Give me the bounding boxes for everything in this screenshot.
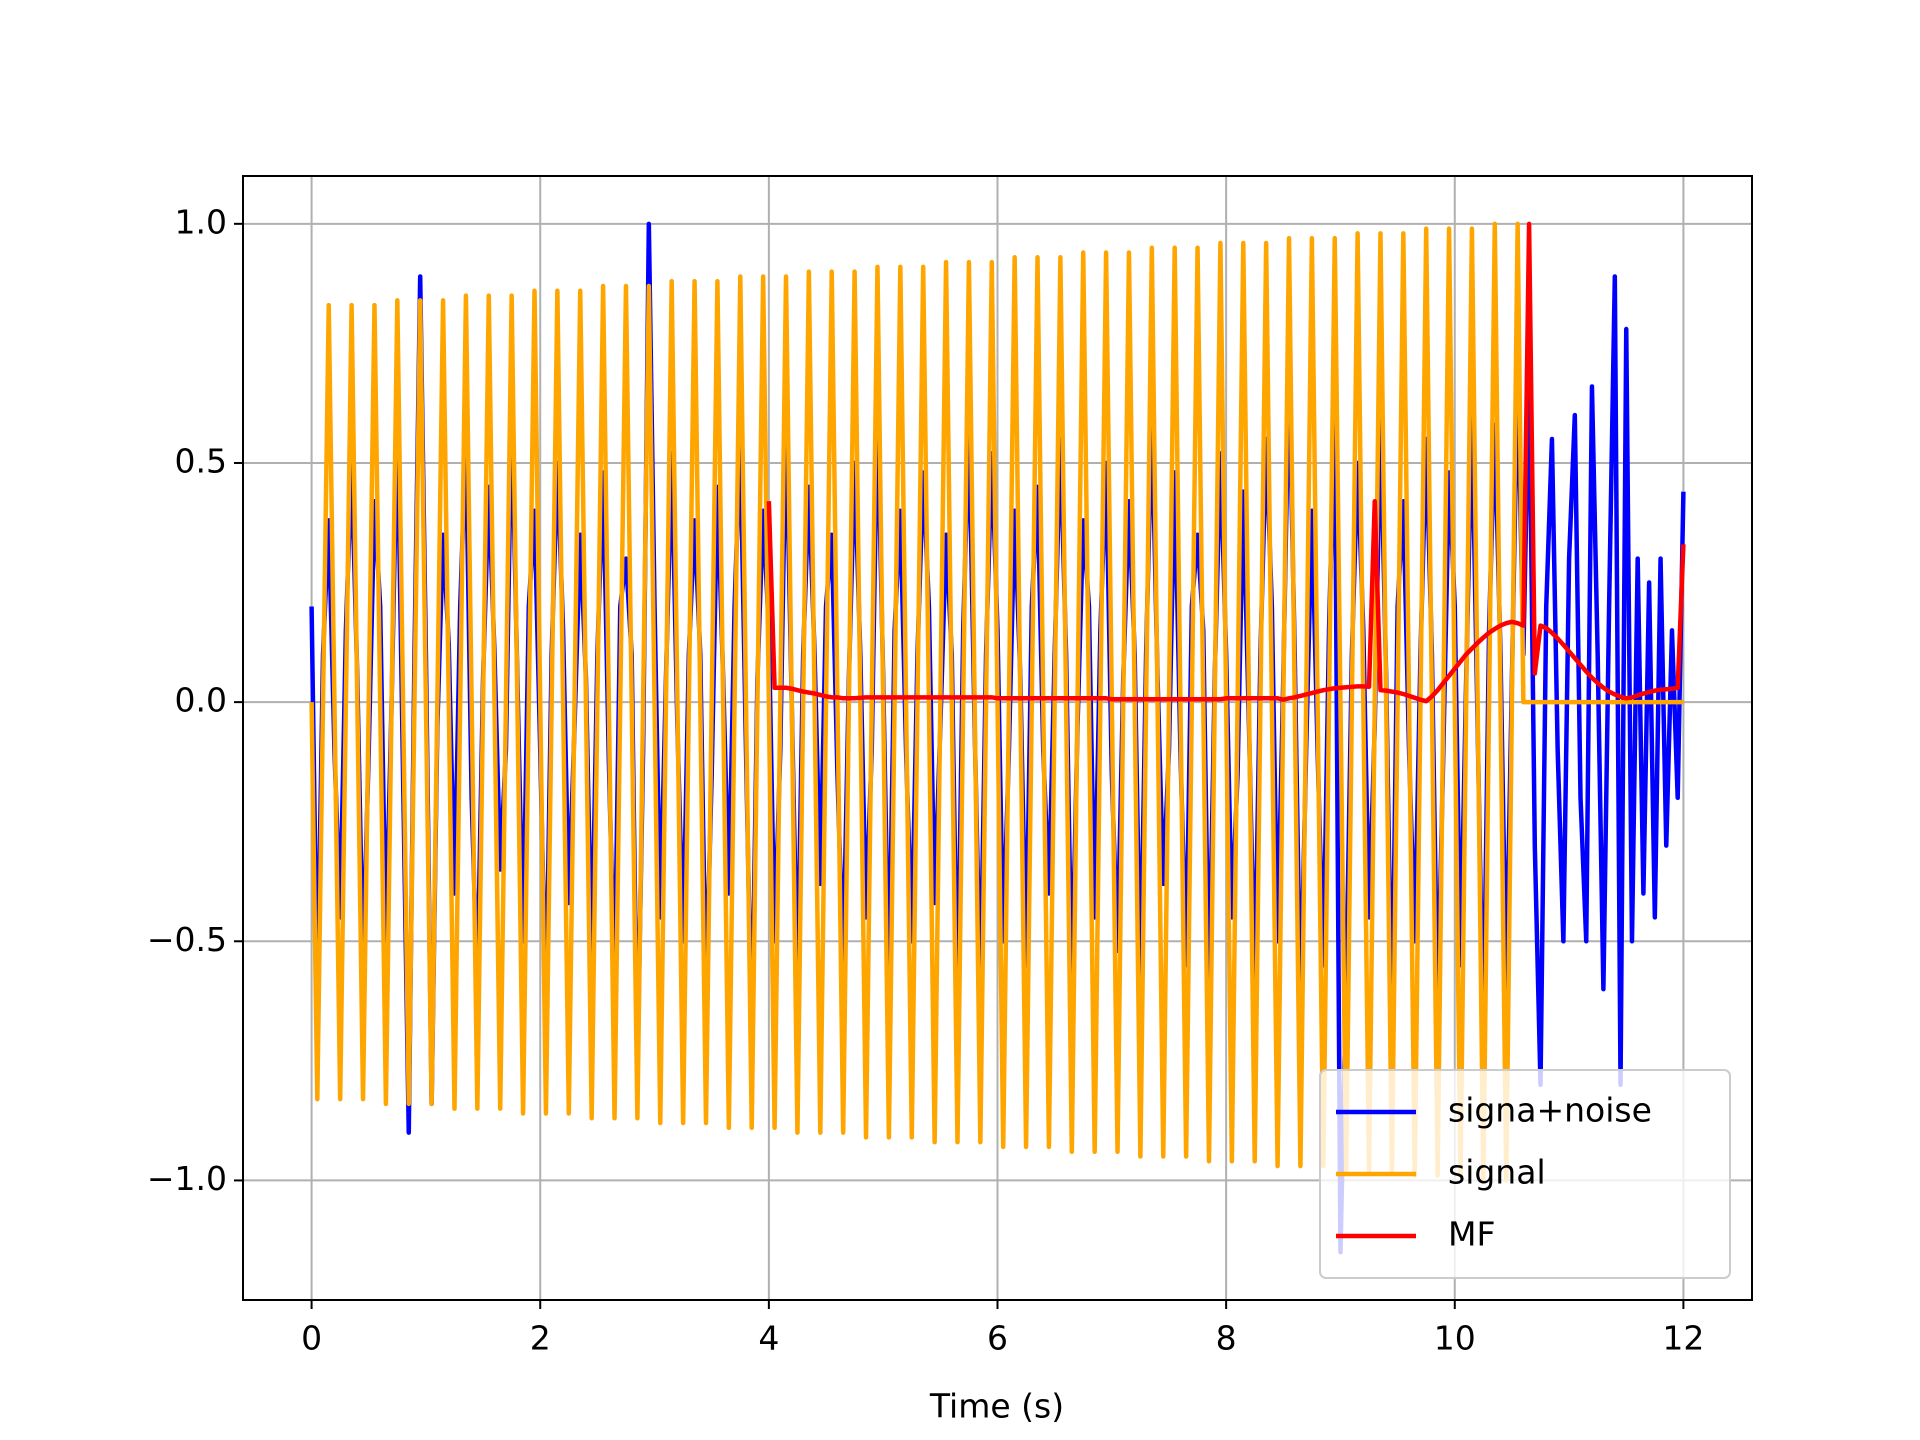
x-tick-label: 2	[530, 1319, 551, 1358]
series-line	[309, 221, 1684, 1183]
y-tick-label: 1.0	[175, 202, 227, 241]
axes-frame	[242, 175, 1753, 1301]
y-tick-label: 0.0	[175, 681, 227, 720]
x-tick-label: 6	[987, 1319, 1008, 1358]
series-line	[766, 221, 1686, 704]
legend-label: signal	[1448, 1153, 1546, 1192]
x-tick-label: 10	[1434, 1319, 1476, 1358]
legend-label: MF	[1448, 1215, 1495, 1254]
x-tick-label: 8	[1216, 1319, 1237, 1358]
y-tick-label: 0.5	[175, 441, 227, 480]
legend-label: signa+noise	[1448, 1091, 1652, 1130]
x-tick-label: 12	[1662, 1319, 1704, 1358]
y-tick-label: −0.5	[147, 920, 227, 959]
y-tick-label: −1.0	[147, 1159, 227, 1198]
x-tick-label: 4	[758, 1319, 779, 1358]
x-axis-label: Time (s)	[929, 1387, 1064, 1426]
legend-box	[1319, 1069, 1731, 1279]
x-tick-label: 0	[301, 1319, 322, 1358]
